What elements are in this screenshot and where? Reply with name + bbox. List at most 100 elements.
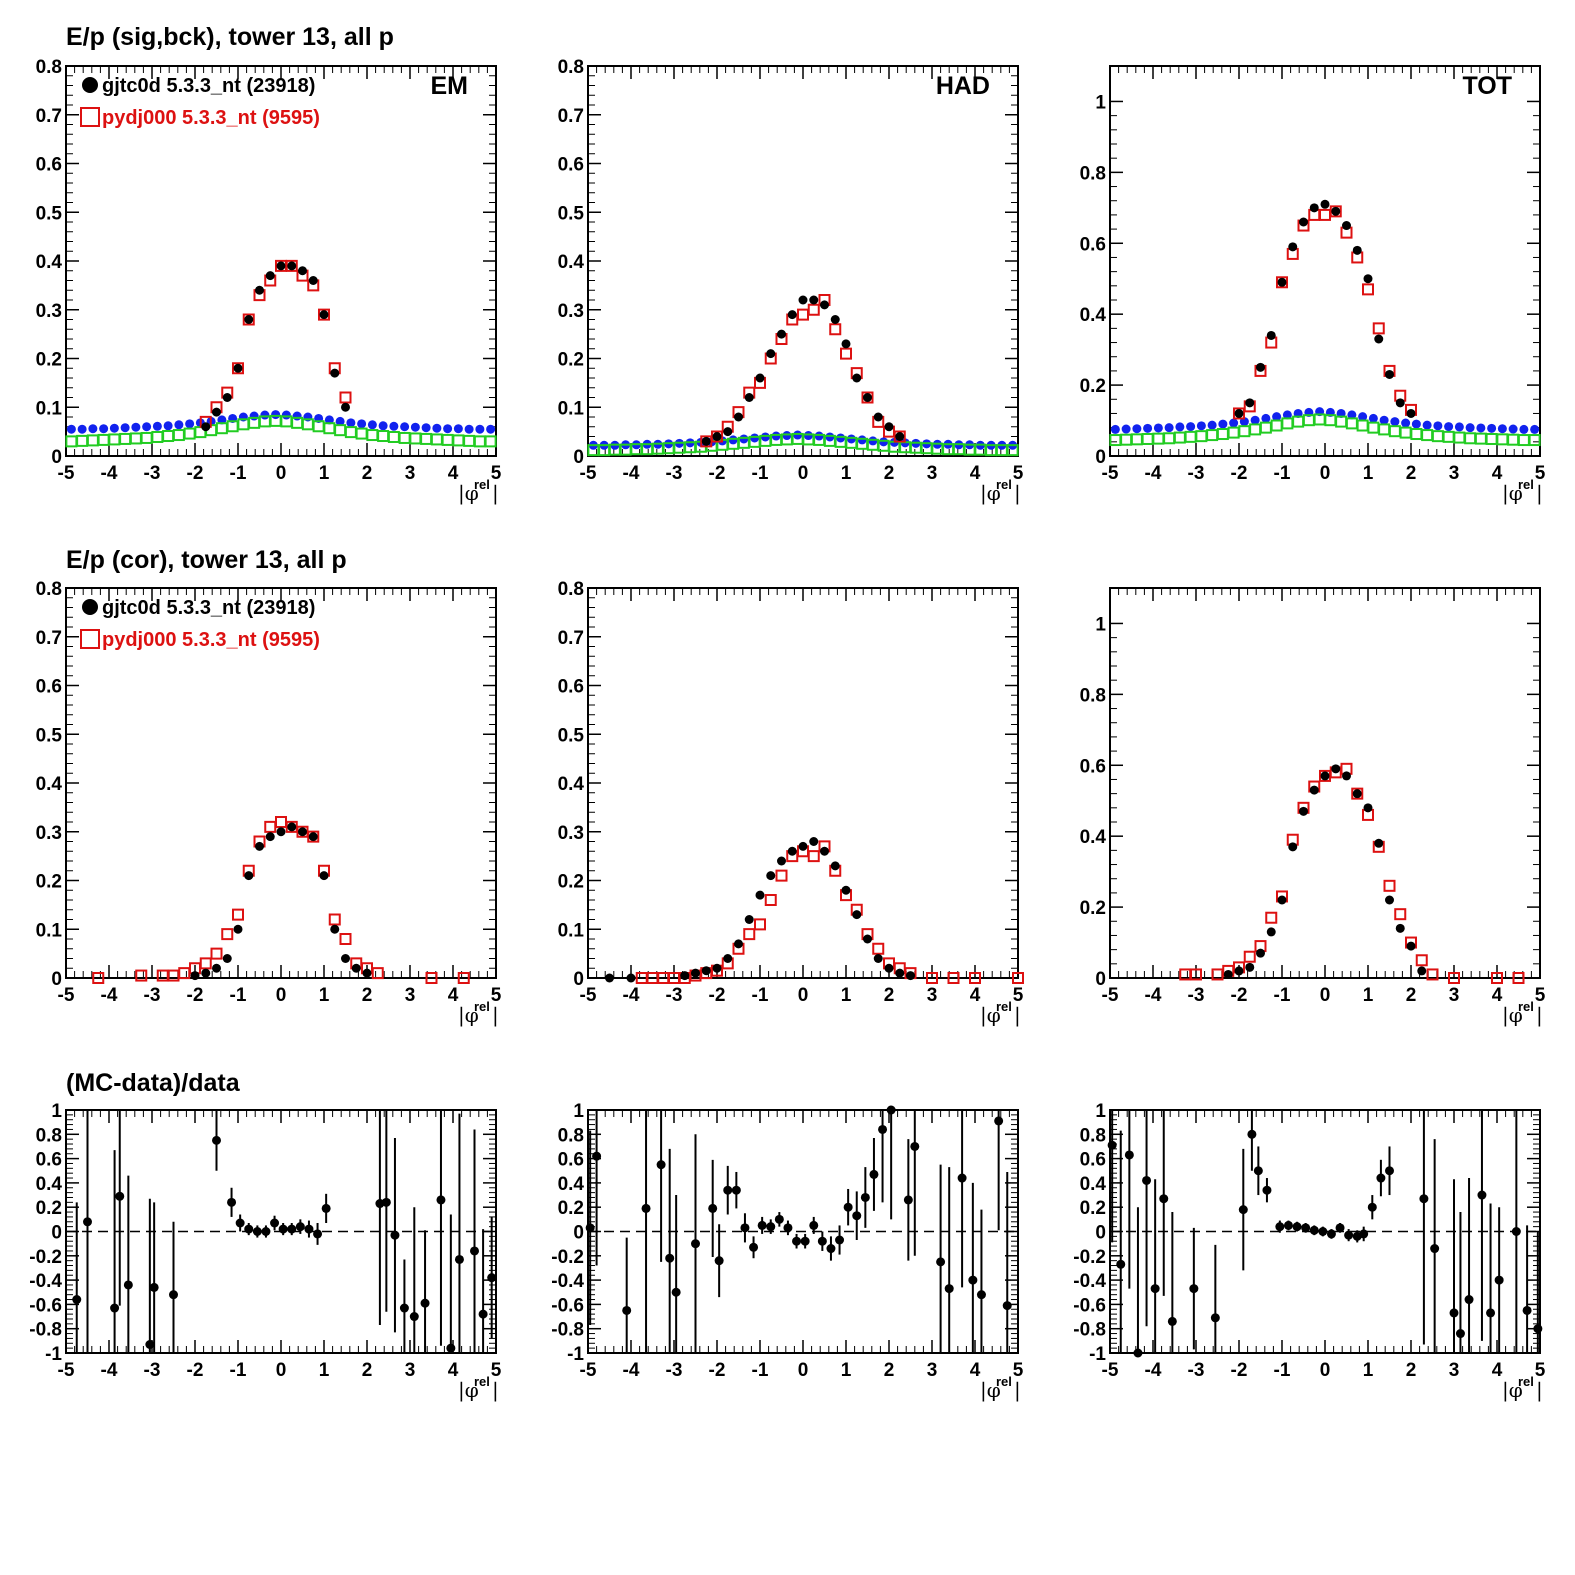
ratio-point bbox=[487, 1273, 497, 1283]
data_bck-point bbox=[760, 432, 770, 442]
mc_bck-point bbox=[420, 432, 433, 445]
mc-point bbox=[328, 913, 341, 926]
ratio-point bbox=[381, 1197, 391, 1207]
ratio-point bbox=[1344, 1230, 1354, 1240]
data_bck-point bbox=[846, 434, 856, 444]
panel-5: -5 -4 -3 -2 -1 0 1 2 3 4 5 0 0.1 0.2 0.3 0.4 0.5 0.6 0.7 0.… bbox=[558, 579, 1024, 1028]
x-tick-label: 0 bbox=[1320, 463, 1331, 484]
data_bck-point bbox=[378, 421, 388, 431]
x-axis-title-end: | bbox=[1014, 481, 1021, 506]
data_bck-point bbox=[367, 420, 377, 430]
mc-point bbox=[1415, 954, 1428, 967]
data_bck-point bbox=[750, 433, 760, 443]
data-point bbox=[798, 295, 808, 305]
ratio-point bbox=[436, 1195, 446, 1205]
series-mc bbox=[199, 259, 352, 428]
x-axis-title: |φ bbox=[1502, 1003, 1523, 1028]
data_bck-point bbox=[1132, 424, 1142, 434]
x-tick-label: -2 bbox=[709, 1360, 726, 1381]
row-title-sig-bck: E/p (sig,bck), tower 13, all p bbox=[66, 23, 394, 51]
mc-point bbox=[92, 972, 105, 984]
data_bck-point bbox=[1379, 415, 1389, 425]
y-tick-label: 0.8 bbox=[36, 57, 62, 78]
data_bck-point bbox=[66, 424, 76, 434]
mc-point bbox=[318, 308, 330, 321]
x-tick-label: -4 bbox=[623, 985, 640, 1006]
x-tick-label: -3 bbox=[666, 1360, 683, 1381]
y-tick-label: 0.2 bbox=[558, 872, 584, 893]
mc-point bbox=[232, 362, 244, 375]
ratio-point bbox=[420, 1298, 430, 1308]
ratio-point bbox=[83, 1217, 92, 1227]
ratio-point bbox=[1210, 1313, 1220, 1323]
x-tick-label: 4 bbox=[1492, 985, 1503, 1006]
legend-entry-label: pydj000 5.3.3_nt (9595) bbox=[102, 629, 320, 651]
panel-label: EM bbox=[431, 72, 469, 100]
mc-point bbox=[1265, 911, 1278, 924]
mc_bck-point bbox=[1485, 432, 1498, 445]
x-tick-label: 2 bbox=[884, 985, 895, 1006]
data-point bbox=[1331, 206, 1341, 216]
ratio-point bbox=[957, 1173, 967, 1183]
x-tick-label: 3 bbox=[927, 1360, 938, 1381]
x-axis-title-end: | bbox=[1014, 1003, 1021, 1028]
ratio-point bbox=[295, 1222, 305, 1232]
series-ratio bbox=[1107, 1110, 1543, 1358]
ratio-point bbox=[1167, 1316, 1177, 1326]
ratio-point bbox=[1533, 1324, 1543, 1334]
data_bck-point bbox=[1358, 412, 1368, 422]
y-tick-label: 0.6 bbox=[1080, 756, 1106, 777]
x-tick-label: 0 bbox=[1320, 1360, 1331, 1381]
ratio-point bbox=[252, 1227, 262, 1236]
row-title-ratio: (MC-data)/data bbox=[66, 1069, 241, 1097]
y-tick-label: 0.8 bbox=[1080, 685, 1106, 706]
data-point bbox=[265, 271, 275, 281]
y-tick-label: 0.7 bbox=[36, 628, 62, 649]
ratio-point bbox=[1002, 1301, 1012, 1311]
ratio-point bbox=[1275, 1222, 1285, 1232]
mc-point bbox=[1012, 972, 1024, 984]
data-point bbox=[895, 968, 905, 978]
ratio-point bbox=[622, 1305, 632, 1315]
plot-frame bbox=[1109, 65, 1541, 457]
legend-marker-square bbox=[80, 629, 100, 649]
y-tick-label: 0.5 bbox=[36, 203, 63, 224]
series-mc_bck bbox=[1109, 413, 1541, 447]
x-tick-label: 4 bbox=[1492, 463, 1503, 484]
ratio-point bbox=[766, 1222, 776, 1232]
ratio-point bbox=[1301, 1223, 1311, 1233]
ratio-point bbox=[287, 1224, 297, 1234]
mc_bck-point bbox=[76, 434, 89, 447]
x-tick-label: 3 bbox=[1449, 463, 1460, 484]
mc-point bbox=[285, 259, 298, 272]
data_bck-point bbox=[825, 432, 835, 442]
mc_bck-point bbox=[1281, 417, 1294, 430]
data-point bbox=[265, 832, 275, 842]
ratio-point bbox=[1376, 1173, 1386, 1183]
mc-point bbox=[1351, 787, 1364, 800]
data_bck-point bbox=[728, 435, 738, 445]
ratio-point bbox=[409, 1312, 419, 1322]
x-tick-label: -1 bbox=[752, 985, 769, 1006]
x-tick-label: 5 bbox=[491, 985, 502, 1006]
data_bck-point bbox=[1497, 424, 1507, 434]
data-point bbox=[766, 871, 776, 881]
data_bck-point bbox=[1218, 419, 1228, 429]
y-tick-label: 0.6 bbox=[1080, 1150, 1106, 1171]
y-tick-label: 0.6 bbox=[558, 155, 584, 176]
data_bck-point bbox=[1272, 412, 1282, 422]
x-tick-label: -3 bbox=[1188, 1360, 1205, 1381]
x-tick-label: -4 bbox=[101, 1360, 118, 1381]
ratio-point bbox=[800, 1236, 810, 1246]
series-mc_bck bbox=[65, 414, 497, 448]
x-tick-label: 1 bbox=[1363, 985, 1374, 1006]
series-mc bbox=[92, 816, 470, 984]
y-tick-label: 0.1 bbox=[36, 398, 63, 419]
mc-point bbox=[178, 967, 191, 980]
mc-point bbox=[926, 972, 938, 984]
ratio-point bbox=[1142, 1175, 1152, 1185]
data_bck-point bbox=[410, 422, 420, 432]
data-point bbox=[809, 295, 819, 305]
data-point bbox=[605, 973, 614, 983]
ratio-point bbox=[454, 1254, 464, 1264]
